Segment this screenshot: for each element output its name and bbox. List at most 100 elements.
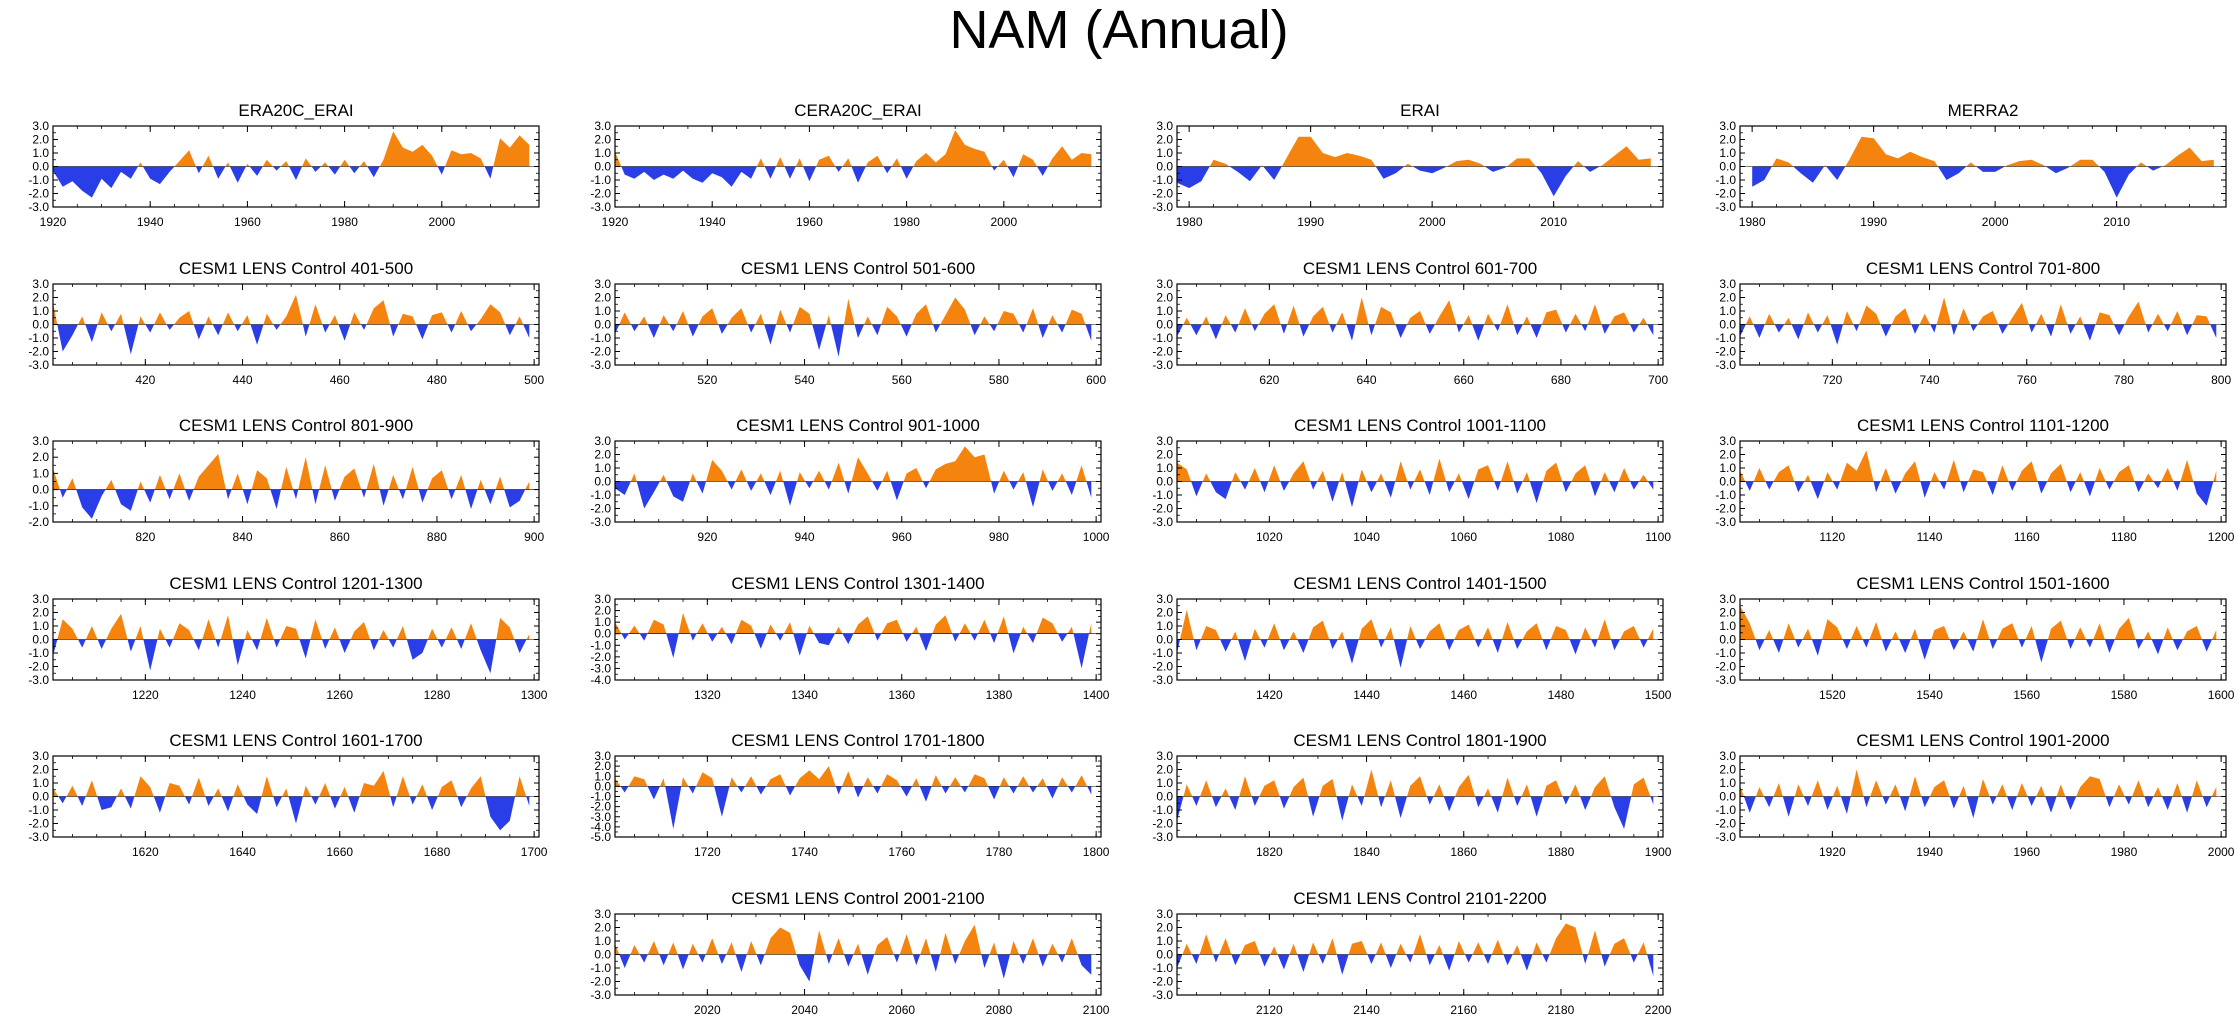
negative-area <box>1740 639 2217 663</box>
y-tick-label: 2.0 <box>1719 133 1736 147</box>
y-tick-label: 2.0 <box>32 606 49 620</box>
y-tick-label: 1.0 <box>32 146 49 160</box>
y-tick-label: 3.0 <box>32 592 49 606</box>
x-tick-label: 1980 <box>2111 845 2138 859</box>
panel-title: CESM1 LENS Control 1301-1400 <box>731 574 984 593</box>
x-tick-label: 460 <box>330 373 350 387</box>
panel-title: CESM1 LENS Control 1901-2000 <box>1856 731 2109 750</box>
y-tick-label: 2.0 <box>1719 448 1736 462</box>
y-tick-label: -2.0 <box>28 817 49 831</box>
panel-7: CESM1 LENS Control 701-800 3.02.01.00.0-1… <box>1715 259 2231 387</box>
x-tick-label: 800 <box>2211 373 2231 387</box>
y-tick-label: 2.0 <box>1156 448 1173 462</box>
y-tick-label: -3.0 <box>28 830 49 844</box>
x-tick-label: 1560 <box>2013 688 2040 702</box>
y-tick-label: -2.0 <box>590 345 611 359</box>
x-tick-label: 2010 <box>1540 215 1567 229</box>
y-tick-label: -4.0 <box>590 820 611 834</box>
x-tick-label: 980 <box>989 530 1009 544</box>
x-tick-label: 1540 <box>1916 688 1943 702</box>
x-tick-label: 1840 <box>1353 845 1380 859</box>
panel-title: CESM1 LENS Control 1401-1500 <box>1293 574 1546 593</box>
positive-area <box>1177 297 1654 325</box>
y-tick-label: -1.0 <box>28 331 49 345</box>
panel-title: CESM1 LENS Control 1801-1900 <box>1293 731 1546 750</box>
x-tick-label: 1600 <box>2208 688 2235 702</box>
x-tick-label: 2000 <box>428 215 455 229</box>
y-tick-label: 3.0 <box>1156 434 1173 448</box>
x-tick-label: 2060 <box>888 1003 915 1017</box>
y-tick-label: 3.0 <box>32 277 49 291</box>
y-tick-label: 2.0 <box>594 133 611 147</box>
x-tick-label: 1040 <box>1353 530 1380 544</box>
x-tick-label: 1300 <box>521 688 548 702</box>
panel-title: CESM1 LENS Control 1101-1200 <box>1857 416 2109 435</box>
y-tick-label: 0.0 <box>1719 790 1736 804</box>
x-tick-label: 1740 <box>791 845 818 859</box>
x-tick-label: 1820 <box>1256 845 1283 859</box>
x-tick-label: 2010 <box>2103 215 2130 229</box>
x-tick-label: 1160 <box>2014 530 2040 544</box>
negative-area <box>1177 639 1654 668</box>
y-tick-label: 0.0 <box>1719 160 1736 174</box>
positive-area <box>1740 297 2217 325</box>
negative-area <box>53 489 530 519</box>
x-tick-label: 860 <box>330 530 350 544</box>
panel-16: CESM1 LENS Control 1601-1700 3.02.01.00.0… <box>28 731 547 859</box>
y-tick-label: 1.0 <box>1156 461 1173 475</box>
panel-title: CESM1 LENS Control 1001-1100 <box>1294 416 1546 435</box>
x-tick-label: 960 <box>892 530 912 544</box>
y-tick-label: 3.0 <box>594 907 611 921</box>
y-tick-label: 2.0 <box>32 291 49 305</box>
y-tick-label: -3.0 <box>1152 358 1173 372</box>
y-tick-label: -2.0 <box>590 187 611 201</box>
panel-18: CESM1 LENS Control 1801-1900 3.02.01.00.0… <box>1152 731 1671 859</box>
x-tick-label: 1200 <box>2208 530 2235 544</box>
positive-area <box>615 130 1092 167</box>
positive-area <box>1752 136 2214 167</box>
y-tick-label: 1.0 <box>32 619 49 633</box>
x-tick-label: 1140 <box>1917 530 1943 544</box>
y-tick-label: -3.0 <box>28 358 49 372</box>
x-tick-label: 480 <box>427 373 447 387</box>
panel-title: CESM1 LENS Control 1601-1700 <box>169 731 422 750</box>
x-tick-label: 1640 <box>229 845 256 859</box>
panel-9: CESM1 LENS Control 901-10003.02.01.00.0-… <box>590 416 1109 544</box>
y-tick-label: -3.0 <box>590 661 611 675</box>
y-tick-label: -1.0 <box>590 790 611 804</box>
x-tick-label: 740 <box>1920 373 1940 387</box>
y-tick-label: 2.0 <box>1156 606 1173 620</box>
panel-title: CESM1 LENS Control 2001-2100 <box>731 889 984 908</box>
y-tick-label: 1.0 <box>1156 934 1173 948</box>
x-tick-label: 1980 <box>331 215 358 229</box>
negative-area <box>1177 481 1654 508</box>
panel-6: CESM1 LENS Control 601-700 3.02.01.00.0-1… <box>1152 259 1668 387</box>
y-tick-label: 0.0 <box>594 318 611 332</box>
x-tick-label: 1080 <box>1548 530 1575 544</box>
panel-title: CESM1 LENS Control 2101-2200 <box>1293 889 1546 908</box>
x-tick-label: 1880 <box>1548 845 1575 859</box>
x-tick-label: 600 <box>1086 373 1106 387</box>
y-tick-label: 0.0 <box>1719 633 1736 647</box>
x-tick-label: 1620 <box>132 845 159 859</box>
positive-area <box>53 613 530 640</box>
y-tick-label: -3.0 <box>590 810 611 824</box>
x-tick-label: 2140 <box>1353 1003 1380 1017</box>
y-tick-label: 1.0 <box>32 304 49 318</box>
x-tick-label: 920 <box>697 530 717 544</box>
panel-title: CESM1 LENS Control 701-800 <box>1866 259 2100 278</box>
positive-area <box>1177 769 1654 797</box>
y-tick-label: 1.0 <box>1156 304 1173 318</box>
x-tick-label: 2120 <box>1256 1003 1283 1017</box>
y-tick-label: 3.0 <box>594 749 611 763</box>
panel-15: CESM1 LENS Control 1501-1600 3.02.01.00.0… <box>1715 574 2234 702</box>
x-tick-label: 500 <box>524 373 544 387</box>
panel-1: CERA20C_ERAI 3.02.01.00.0-1.0-2.0-3.01920… <box>590 101 1102 229</box>
y-tick-label: -1.0 <box>1152 488 1173 502</box>
positive-area <box>1177 458 1654 482</box>
x-tick-label: 1100 <box>1645 530 1671 544</box>
figure-title: NAM (Annual) <box>949 0 1289 60</box>
x-tick-label: 1940 <box>137 215 164 229</box>
positive-area <box>53 770 530 797</box>
